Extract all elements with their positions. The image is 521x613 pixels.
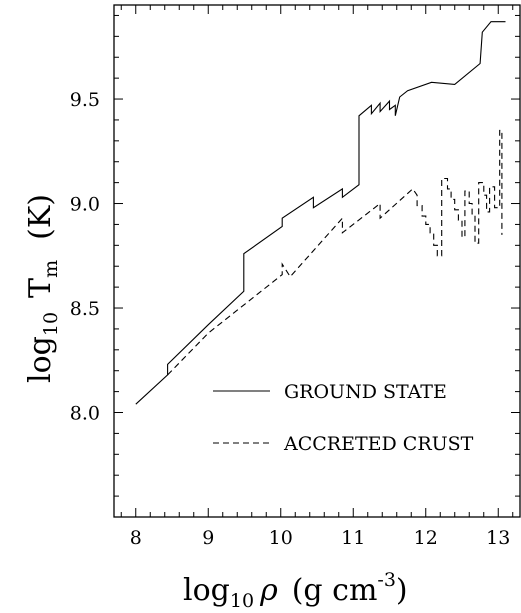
axis-ticks	[114, 5, 520, 518]
series-line-accreted-crust	[167, 129, 503, 376]
x-axis-label: log10 ρ (g cm-3)	[183, 569, 408, 612]
y-tick-label: 8.5	[70, 298, 100, 320]
legend: GROUND STATE ACCRETED CRUST	[213, 381, 474, 455]
series-layer	[135, 21, 506, 405]
axis-tick-labels: 8 9 10 11 12 13 8.0 8.5 9.0 9.5	[70, 89, 511, 549]
y-axis-label: log10Tm(K)	[23, 194, 62, 383]
y-tick-label: 9.5	[70, 89, 100, 111]
series-line-ground-state	[135, 21, 506, 405]
x-tick-label: 13	[486, 527, 510, 549]
legend-label-ground-state: GROUND STATE	[284, 381, 447, 403]
x-tick-label: 12	[414, 527, 438, 549]
plot-frame	[113, 4, 521, 518]
x-tick-label: 10	[269, 527, 293, 549]
x-tick-label: 8	[130, 527, 142, 549]
legend-label-accreted-crust: ACCRETED CRUST	[283, 433, 474, 455]
y-tick-label: 9.0	[70, 194, 100, 216]
x-tick-label: 11	[341, 527, 365, 549]
x-tick-label: 9	[202, 527, 214, 549]
y-tick-label: 8.0	[70, 403, 100, 425]
